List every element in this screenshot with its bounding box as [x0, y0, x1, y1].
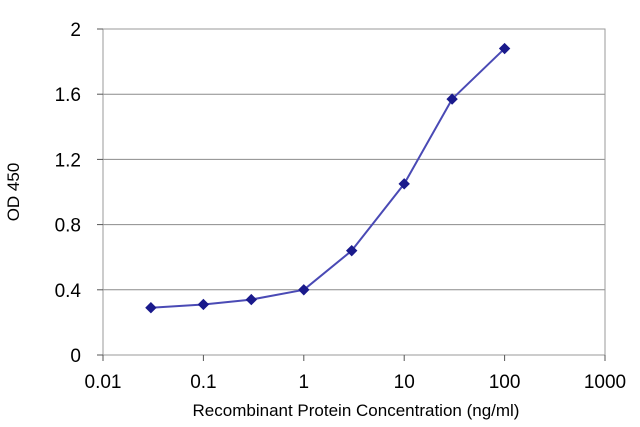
data-point-marker	[446, 93, 458, 105]
gridlines	[103, 93, 605, 291]
y-tick-label: 2	[70, 20, 81, 41]
y-axis-ticks: 0 0.4 0.8 1.2 1.6 2	[55, 20, 103, 367]
x-axis-ticks: 0.01 0.1 1 10 100 1000	[85, 355, 626, 393]
x-tick-label: 1	[299, 372, 310, 393]
x-axis-label: Recombinant Protein Concentration (ng/ml…	[193, 401, 520, 420]
y-axis-label: OD 450	[4, 163, 23, 222]
x-tick-label: 100	[489, 372, 521, 393]
data-point-marker	[298, 284, 310, 296]
y-tick-label: 1.2	[55, 150, 81, 171]
x-tick-label: 0.1	[190, 372, 216, 393]
data-point-marker	[145, 302, 157, 314]
y-tick-label: 1.6	[55, 85, 81, 106]
data-point-marker	[498, 42, 511, 55]
y-tick-label: 0	[70, 346, 81, 367]
series-layer	[145, 42, 511, 314]
series-line	[150, 47, 506, 309]
data-point-marker	[245, 293, 258, 306]
data-point-marker	[345, 244, 358, 257]
y-tick-label: 0.4	[55, 281, 82, 302]
x-tick-label: 0.01	[85, 372, 122, 393]
x-tick-label: 10	[394, 372, 415, 393]
y-tick-label: 0.8	[55, 216, 81, 237]
x-tick-label: 1000	[584, 372, 626, 393]
data-point-marker	[398, 178, 410, 190]
data-point-marker	[197, 298, 210, 311]
plot-area-frame	[102, 28, 606, 356]
